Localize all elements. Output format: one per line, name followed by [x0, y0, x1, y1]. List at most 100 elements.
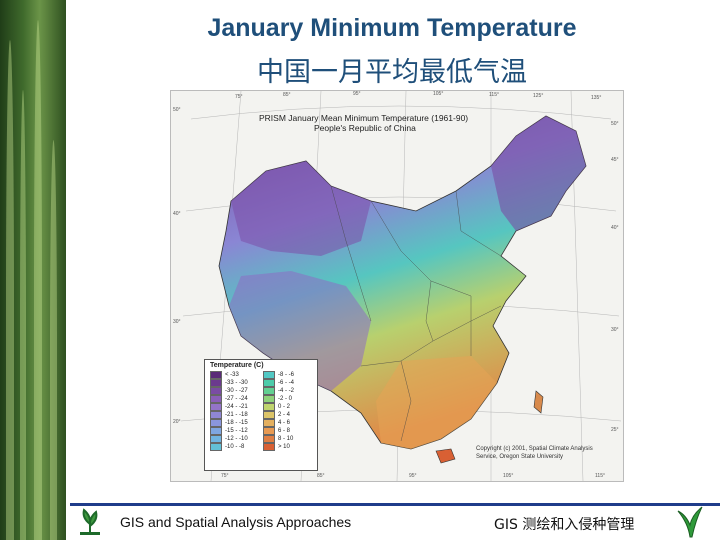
legend-item: -24 - -21: [210, 403, 263, 411]
copyright-line2: Service, Oregon State University: [476, 454, 564, 460]
legend-item: -18 - -15: [210, 419, 263, 427]
bottom-axis-label: 95°: [409, 473, 417, 479]
right-axis-label: 45°: [611, 157, 619, 163]
legend-swatch: [263, 443, 275, 451]
grass-blade: [6, 40, 14, 540]
temperature-map: PRISM January Mean Minimum Temperature (…: [170, 90, 624, 482]
top-axis-label: 75°: [235, 94, 243, 100]
legend-item: < -33: [210, 371, 263, 379]
legend-swatch: [263, 403, 275, 411]
legend-label: 2 - 4: [278, 412, 291, 418]
legend-item: -33 - -30: [210, 379, 263, 387]
legend-label: -33 - -30: [225, 380, 248, 386]
tibet-plateau-zone: [229, 271, 371, 391]
legend-swatch: [263, 387, 275, 395]
legend-item: -10 - -8: [210, 443, 263, 451]
legend-swatch: [210, 387, 222, 395]
map-title-line1: PRISM January Mean Minimum Temperature (…: [259, 113, 469, 123]
legend-item: 2 - 4: [263, 411, 316, 419]
legend-swatch: [210, 427, 222, 435]
grass-background: [0, 0, 66, 540]
legend-swatch: [263, 427, 275, 435]
right-axis-label: 25°: [611, 427, 619, 433]
left-axis-label: 20°: [173, 419, 181, 425]
footer-left-text: GIS and Spatial Analysis Approaches: [120, 514, 352, 530]
map-copyright: Copyright (c) 2001, Spatial Climate Anal…: [476, 445, 616, 461]
top-axis-label: 115°: [489, 92, 499, 98]
legend-item: 8 - 10: [263, 435, 316, 443]
legend-item: -15 - -12: [210, 427, 263, 435]
bottom-axis-label: 105°: [503, 473, 514, 479]
legend-swatch: [263, 419, 275, 427]
legend-label: -4 - -2: [278, 388, 295, 394]
legend-swatch: [263, 411, 275, 419]
top-axis-label: 95°: [353, 91, 361, 97]
left-axis-label: 50°: [173, 107, 181, 113]
legend-item: 4 - 6: [263, 419, 316, 427]
legend-swatch: [210, 443, 222, 451]
legend-swatch: [210, 403, 222, 411]
legend-swatch: [210, 371, 222, 379]
legend-title: Temperature (C): [210, 362, 264, 369]
northeast-cold-zone: [491, 116, 586, 231]
legend-swatch: [210, 435, 222, 443]
legend-label: 8 - 10: [278, 436, 294, 442]
legend-label: -27 - -24: [225, 396, 248, 402]
legend-item: -30 - -27: [210, 387, 263, 395]
legend-item: > 10: [263, 443, 316, 451]
legend-item: -12 - -10: [210, 435, 263, 443]
footer-divider: [70, 503, 720, 506]
grass-blade: [50, 140, 57, 540]
grass-blade: [20, 90, 26, 540]
legend-swatch: [263, 395, 275, 403]
map-title-line2: People's Republic of China: [314, 123, 416, 133]
legend-label: > 10: [278, 444, 290, 450]
legend-label: -21 - -18: [225, 412, 248, 418]
bottom-axis-label: 75°: [221, 473, 229, 479]
slide-title-english: January Minimum Temperature: [207, 14, 577, 42]
top-axis-label: 135°: [591, 95, 602, 101]
hainan-island: [435, 448, 456, 464]
legend-label: -30 - -27: [225, 388, 248, 394]
grass-blade: [34, 20, 42, 540]
legend-item: -21 - -18: [210, 411, 263, 419]
legend-item: 6 - 8: [263, 427, 316, 435]
legend-swatch: [263, 435, 275, 443]
right-axis-label: 50°: [611, 121, 619, 127]
province-boundaries: [330, 185, 517, 442]
top-axis-label: 105°: [433, 91, 444, 97]
legend-label: < -33: [225, 372, 239, 378]
legend-label: -10 - -8: [225, 444, 245, 450]
northwest-cold-zone: [231, 161, 371, 256]
legend-swatch: [210, 419, 222, 427]
right-axis-label: 40°: [611, 225, 619, 231]
slide-title-chinese: 中国一月平均最低气温: [257, 57, 527, 88]
taiwan-island: [533, 390, 544, 414]
legend-column-warm: -8 - -6 -6 - -4 -4 - -2 -2 - 0 0 - 2 2 - 4 4 -…: [263, 371, 316, 451]
legend-item: -27 - -24: [210, 395, 263, 403]
legend-item: -8 - -6: [263, 371, 316, 379]
legend-column-cold: < -33 -33 - -30 -30 - -27 -27 - -24 -24 - -2…: [210, 371, 263, 451]
legend-label: -2 - 0: [278, 396, 293, 402]
legend-swatch: [210, 395, 222, 403]
map-title: PRISM January Mean Minimum Temperature (…: [259, 113, 468, 133]
legend-label: -18 - -15: [225, 420, 248, 426]
legend-item: -6 - -4: [263, 379, 316, 387]
south-warm-zone: [376, 356, 497, 449]
legend-swatch: [210, 379, 222, 387]
legend-label: -24 - -21: [225, 404, 248, 410]
legend-swatch: [263, 379, 275, 387]
legend-label: 0 - 2: [278, 404, 291, 410]
temperature-legend: Temperature (C) < -33 -33 - -30 -30 - -27 -…: [204, 359, 318, 471]
legend-item: 0 - 2: [263, 403, 316, 411]
legend-swatch: [210, 411, 222, 419]
legend-label: -6 - -4: [278, 380, 295, 386]
legend-label: -12 - -10: [225, 436, 248, 442]
footer-right-text: GIS 测绘和入侵种管理: [494, 517, 635, 533]
bottom-axis-label: 85°: [317, 473, 325, 479]
legend-label: -8 - -6: [278, 372, 295, 378]
bottom-axis-label: 115°: [595, 473, 605, 479]
legend-item: -4 - -2: [263, 387, 316, 395]
top-axis-label: 125°: [533, 93, 544, 99]
left-axis-label: 40°: [173, 211, 181, 217]
